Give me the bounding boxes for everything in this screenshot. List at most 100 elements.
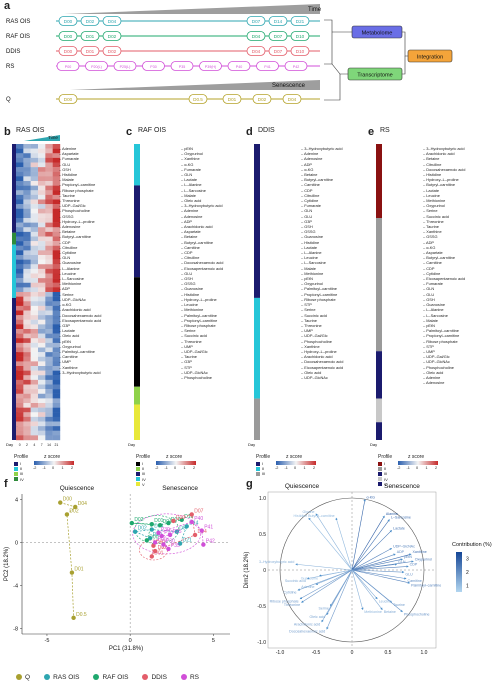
metabolite-label: – G3P — [181, 359, 193, 365]
heatmap-cell — [30, 301, 39, 307]
heatmap-cell — [23, 379, 31, 385]
heatmap-cell — [38, 162, 46, 168]
metabolite-label: – GLN — [301, 208, 313, 214]
loading-arrow — [351, 565, 409, 571]
heatmap-cell — [23, 310, 31, 316]
metabolite-label: – Phosphocholine — [423, 364, 454, 370]
heatmap-cell — [45, 421, 53, 427]
heatmap-cell — [16, 347, 24, 353]
metabolite-label: – Threonine — [59, 198, 80, 204]
metabolite-label: – Fumarate — [181, 166, 201, 172]
heatmap-cell — [30, 403, 39, 408]
metabolite-label: – Oleic acid — [301, 369, 322, 375]
profile-segment — [376, 422, 382, 440]
metabolite-label: – Arachidonic acid — [423, 151, 455, 157]
metabolite-label: – Citrulline — [59, 244, 78, 250]
metabolite-label: – Succinic acid — [301, 312, 327, 318]
profile-segment — [12, 244, 18, 298]
heatmap-cell — [52, 296, 61, 302]
profile-legend-label: II — [384, 466, 387, 472]
heatmap-cell — [52, 347, 61, 353]
metabolite-label: – α-KG — [59, 302, 72, 308]
profile-legend-item: I — [14, 461, 21, 466]
heatmap-cell — [30, 185, 39, 191]
timepoint-label: D0.5 — [193, 97, 203, 102]
loading-label: Serine — [319, 607, 329, 611]
heatmap-cell — [16, 255, 24, 260]
heatmap-cell — [30, 426, 39, 431]
metabolome-label: Metabolome — [362, 31, 393, 37]
heatmap-cell — [52, 333, 61, 339]
metabolite-label: – Hydroxy–L–proline — [59, 218, 95, 224]
metabolite-label: – GLN — [59, 255, 71, 261]
region-label-quiescence: Quiescence — [285, 483, 320, 490]
metabolite-label: – Taurine — [181, 354, 197, 360]
metabolite-label: – Adenosine — [423, 380, 445, 386]
heatmap-cell — [45, 255, 53, 260]
profile-segment — [134, 185, 140, 278]
heatmap-cell — [52, 352, 61, 357]
timepoint-label: D00 — [64, 49, 73, 54]
zscore-tick: -2 — [275, 466, 279, 470]
heatmap-cell — [38, 194, 46, 200]
heatmap-cell — [52, 356, 61, 362]
timepoint-node — [113, 61, 137, 71]
heatmap-cell — [45, 310, 53, 316]
heatmap-cell — [52, 407, 61, 413]
heatmap-cell — [38, 245, 46, 251]
y-tick: 0 — [15, 540, 18, 546]
heatmap-cell — [38, 384, 46, 390]
metabolite-label: – Butyryl–carnitine — [59, 234, 92, 240]
heatmap-cell — [23, 389, 31, 394]
contribution-tick: 3 — [466, 557, 469, 563]
metabolite-label: – pEtN — [59, 338, 71, 344]
heatmap-cell — [30, 393, 39, 399]
heatmap-cell — [52, 292, 61, 297]
timepoint-node — [85, 61, 108, 71]
pca-point-label: P40 — [194, 516, 203, 522]
heatmap-cell — [38, 435, 46, 441]
loading-arrow — [351, 569, 383, 611]
loading-label: GLN — [398, 560, 406, 564]
heatmap-cell — [38, 333, 46, 339]
profile-swatch — [136, 471, 140, 476]
heatmap-cell — [38, 398, 46, 404]
profile-swatch — [136, 461, 140, 466]
timepoint-node — [142, 61, 165, 71]
heatmap-cell — [16, 356, 24, 362]
loading-label: Phosphocholine — [404, 612, 430, 616]
heatmap-cell — [38, 361, 46, 367]
heatmap-cell — [23, 259, 31, 265]
heatmap-cell — [52, 412, 61, 418]
heatmap-cell — [16, 204, 24, 209]
heatmap-cell — [52, 319, 61, 325]
heatmap-cell — [38, 204, 46, 209]
heatmap-title: DDIS — [258, 127, 275, 134]
metabolite-label: – G3P — [59, 322, 71, 328]
zscore-legend-title: z score — [408, 454, 425, 460]
heatmap-cell — [38, 416, 46, 422]
heatmap-cell — [30, 176, 39, 182]
metabolite-label: – Adenine — [59, 146, 77, 151]
pca-point — [149, 521, 154, 527]
loading-arrow — [351, 553, 412, 571]
timepoint-node — [282, 94, 302, 104]
heatmap-cell — [45, 319, 53, 325]
metabolite-label: – GLN — [423, 286, 435, 292]
heatmap-cell — [30, 259, 39, 265]
metabolite-label: – Guanosine — [423, 302, 446, 308]
heatmap-cell — [45, 176, 53, 182]
heatmap-cell — [38, 185, 46, 191]
heatmap-cell — [38, 393, 46, 399]
heatmap-cell — [38, 412, 46, 418]
pca-point-label: D01 — [74, 567, 83, 573]
profile-legend-item: IV — [378, 477, 388, 482]
pca-point — [159, 533, 164, 539]
heatmap-cell — [52, 310, 61, 316]
timepoint-label: D02 — [86, 19, 95, 24]
metabolite-label: – Eicosapentaenoic acid — [423, 276, 466, 282]
heatmap-cell — [16, 162, 24, 168]
heatmap-cell — [23, 356, 31, 362]
metabolite-label: – Palmitoyl–carnitine — [423, 328, 459, 334]
group-legend-label: Q — [25, 673, 31, 681]
